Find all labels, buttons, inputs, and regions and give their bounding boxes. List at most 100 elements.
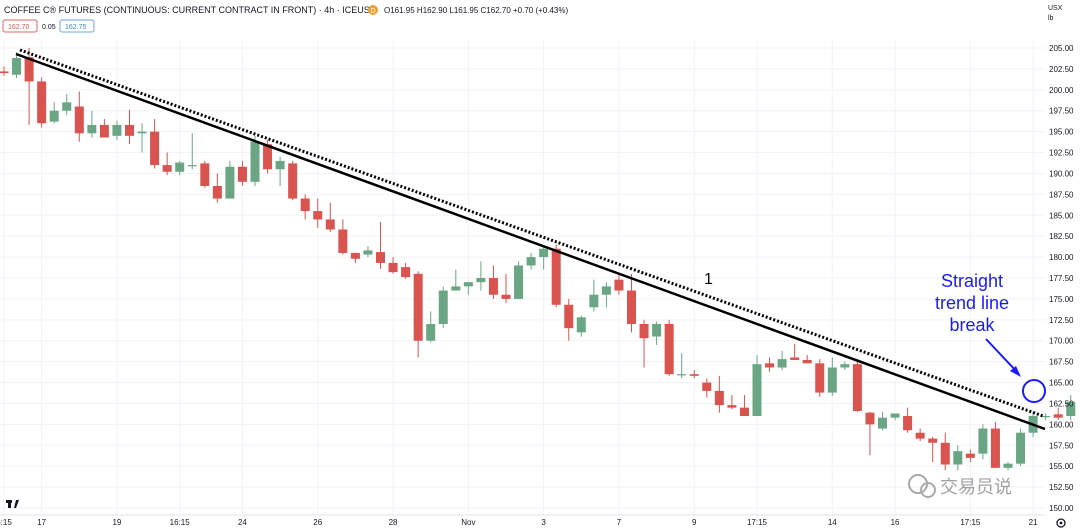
candle-body [978, 428, 988, 454]
candle [463, 282, 473, 295]
candle-body [689, 374, 699, 376]
candle-body [451, 286, 461, 291]
candle-body [840, 364, 850, 368]
candle-body [225, 166, 235, 199]
candle-body [426, 324, 436, 341]
candle [476, 261, 486, 291]
candle [689, 370, 699, 379]
candle-body [940, 442, 950, 465]
candle [614, 273, 624, 295]
candle [137, 123, 147, 153]
candle [62, 94, 72, 115]
tradingview-logo-icon [6, 500, 19, 508]
y-tick-label: 155.00 [1049, 462, 1074, 471]
candle [990, 421, 1000, 468]
candle [903, 407, 913, 433]
candle-body [526, 257, 536, 266]
candle-body [802, 359, 812, 364]
candle [313, 198, 323, 228]
candle [702, 378, 712, 398]
x-tick-label: 17:15 [960, 518, 981, 527]
ask-box[interactable] [59, 19, 95, 33]
x-tick-label: Nov [461, 518, 475, 527]
trend-line[interactable] [15, 52, 1046, 431]
candle-body [413, 273, 423, 341]
y-tick-label: 152.50 [1049, 483, 1074, 492]
candle-body [777, 359, 787, 368]
bid-price: 162.70 [8, 24, 30, 31]
candle [677, 353, 687, 379]
candle [288, 160, 298, 201]
candle [162, 152, 172, 176]
candle [928, 436, 938, 462]
candle [576, 315, 586, 337]
candle [413, 271, 423, 358]
candle-body [790, 357, 800, 360]
candle-body [539, 248, 549, 258]
candle [890, 413, 900, 421]
candle [652, 321, 662, 345]
candle [915, 428, 925, 442]
candle-body [388, 262, 398, 273]
trend-line-dotted[interactable] [19, 48, 1044, 418]
y-tick-label: 170.00 [1049, 337, 1074, 346]
candle-body [99, 124, 109, 138]
y-tick-label: 177.50 [1049, 274, 1074, 283]
candle [426, 311, 436, 343]
candle [765, 357, 775, 372]
y-tick-label: 202.50 [1049, 65, 1074, 74]
candle-body [827, 367, 837, 393]
x-tick-label: 17:15 [747, 518, 768, 527]
candle-body [212, 186, 222, 199]
y-tick-label: 180.00 [1049, 253, 1074, 262]
candle [325, 202, 335, 232]
y-tick-label: 185.00 [1049, 211, 1074, 220]
symbol-title[interactable]: COFFEE C® FUTURES (CONTINUOUS: CURRENT C… [4, 5, 370, 15]
trend-number-label: 1 [704, 271, 713, 288]
candle [225, 160, 235, 199]
candle-body [903, 416, 913, 431]
unit-label[interactable]: lb [1048, 15, 1054, 22]
candle [401, 262, 411, 279]
candle [639, 319, 649, 368]
candle-body [62, 102, 72, 111]
candle-body [1003, 463, 1013, 468]
x-tick-label: 16 [891, 518, 900, 527]
candle-body [300, 198, 310, 212]
candle [1066, 395, 1076, 421]
candle-body [313, 211, 323, 220]
candle-body [752, 364, 762, 416]
candle-body [350, 252, 360, 259]
candle-body [438, 290, 448, 324]
x-tick-label: 16:15 [170, 518, 191, 527]
candle-body [514, 265, 524, 299]
candle [451, 269, 461, 291]
y-tick-label: 192.50 [1049, 149, 1074, 158]
time-axis[interactable]: 6:15 17 19 16:15 24 26 28 Nov 3 7 9 17:15 14 16 17:15 2… [0, 518, 1038, 527]
candle-body [1066, 401, 1076, 416]
price-axis[interactable]: 205.00 202.50 200.00 197.50 195.00 192.50 190.… [1049, 44, 1074, 513]
candle [300, 194, 310, 220]
candle-body [765, 363, 775, 368]
y-tick-label: 165.00 [1049, 379, 1074, 388]
delayed-badge[interactable] [368, 5, 378, 15]
x-tick-label: 14 [828, 518, 837, 527]
break-circle [1022, 379, 1046, 403]
ohlc-values: O161.95 H162.90 L161.95 C162.70 +0.70 (+… [384, 6, 568, 15]
candle-body [237, 166, 247, 182]
candle [777, 350, 787, 370]
y-tick-label: 195.00 [1049, 128, 1074, 137]
candle-body [990, 428, 1000, 468]
candle [150, 119, 160, 169]
y-tick-label: 150.00 [1049, 504, 1074, 513]
currency-label[interactable]: USX [1048, 5, 1063, 12]
settings-gear-icon[interactable] [1056, 518, 1066, 528]
candle [175, 160, 185, 176]
candle-body [376, 252, 385, 263]
candle [49, 102, 59, 124]
ask-price: 162.75 [65, 24, 87, 31]
bid-box[interactable] [2, 19, 38, 33]
candle [99, 119, 109, 138]
